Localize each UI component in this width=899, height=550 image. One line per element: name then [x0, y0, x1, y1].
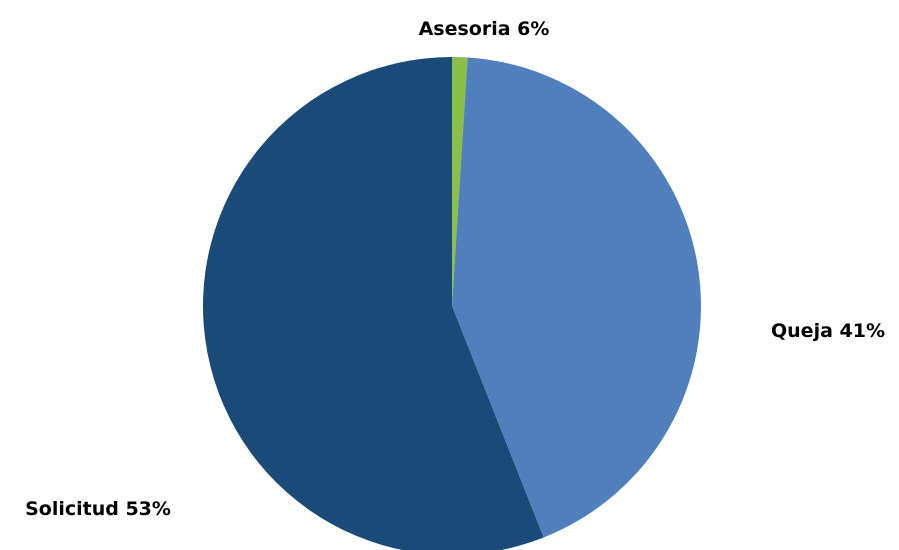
pie-slice-solicitud: [202, 57, 544, 550]
label-queja: Queja 41%: [771, 320, 885, 342]
pie-slice-asesoria: [452, 57, 468, 306]
label-solicitud: Solicitud 53%: [25, 498, 171, 520]
pie-slices: [202, 57, 701, 550]
pie-slice-queja: [452, 57, 701, 538]
label-asesoria: Asesoria 6%: [419, 18, 550, 40]
